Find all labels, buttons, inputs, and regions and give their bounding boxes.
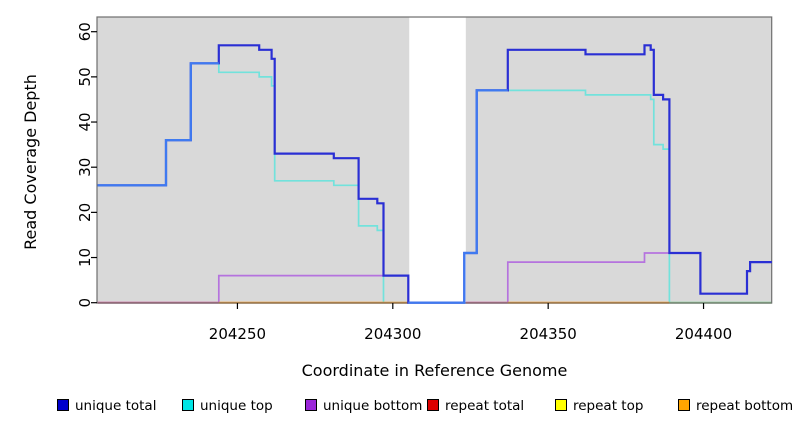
y-tick-label: 20	[76, 203, 94, 222]
y-tick-label: 0	[76, 298, 94, 308]
y-tick-label: 40	[76, 112, 94, 131]
series-unique-total-coincident	[97, 62, 508, 304]
x-tick-label: 204400	[675, 325, 732, 343]
x-tick-label: 204350	[520, 325, 577, 343]
x-axis-title: Coordinate in Reference Genome	[301, 361, 568, 380]
y-tick-label: 10	[76, 248, 94, 267]
no-data-gap	[409, 17, 466, 303]
y-tick-label: 60	[76, 22, 94, 41]
y-axis-title: Read Coverage Depth	[21, 74, 40, 250]
x-tick-label: 204300	[364, 325, 421, 343]
x-tick-label: 204250	[209, 325, 266, 343]
series-unique-top	[97, 62, 772, 304]
y-tick-label: 30	[76, 158, 94, 177]
y-tick-label: 50	[76, 67, 94, 86]
